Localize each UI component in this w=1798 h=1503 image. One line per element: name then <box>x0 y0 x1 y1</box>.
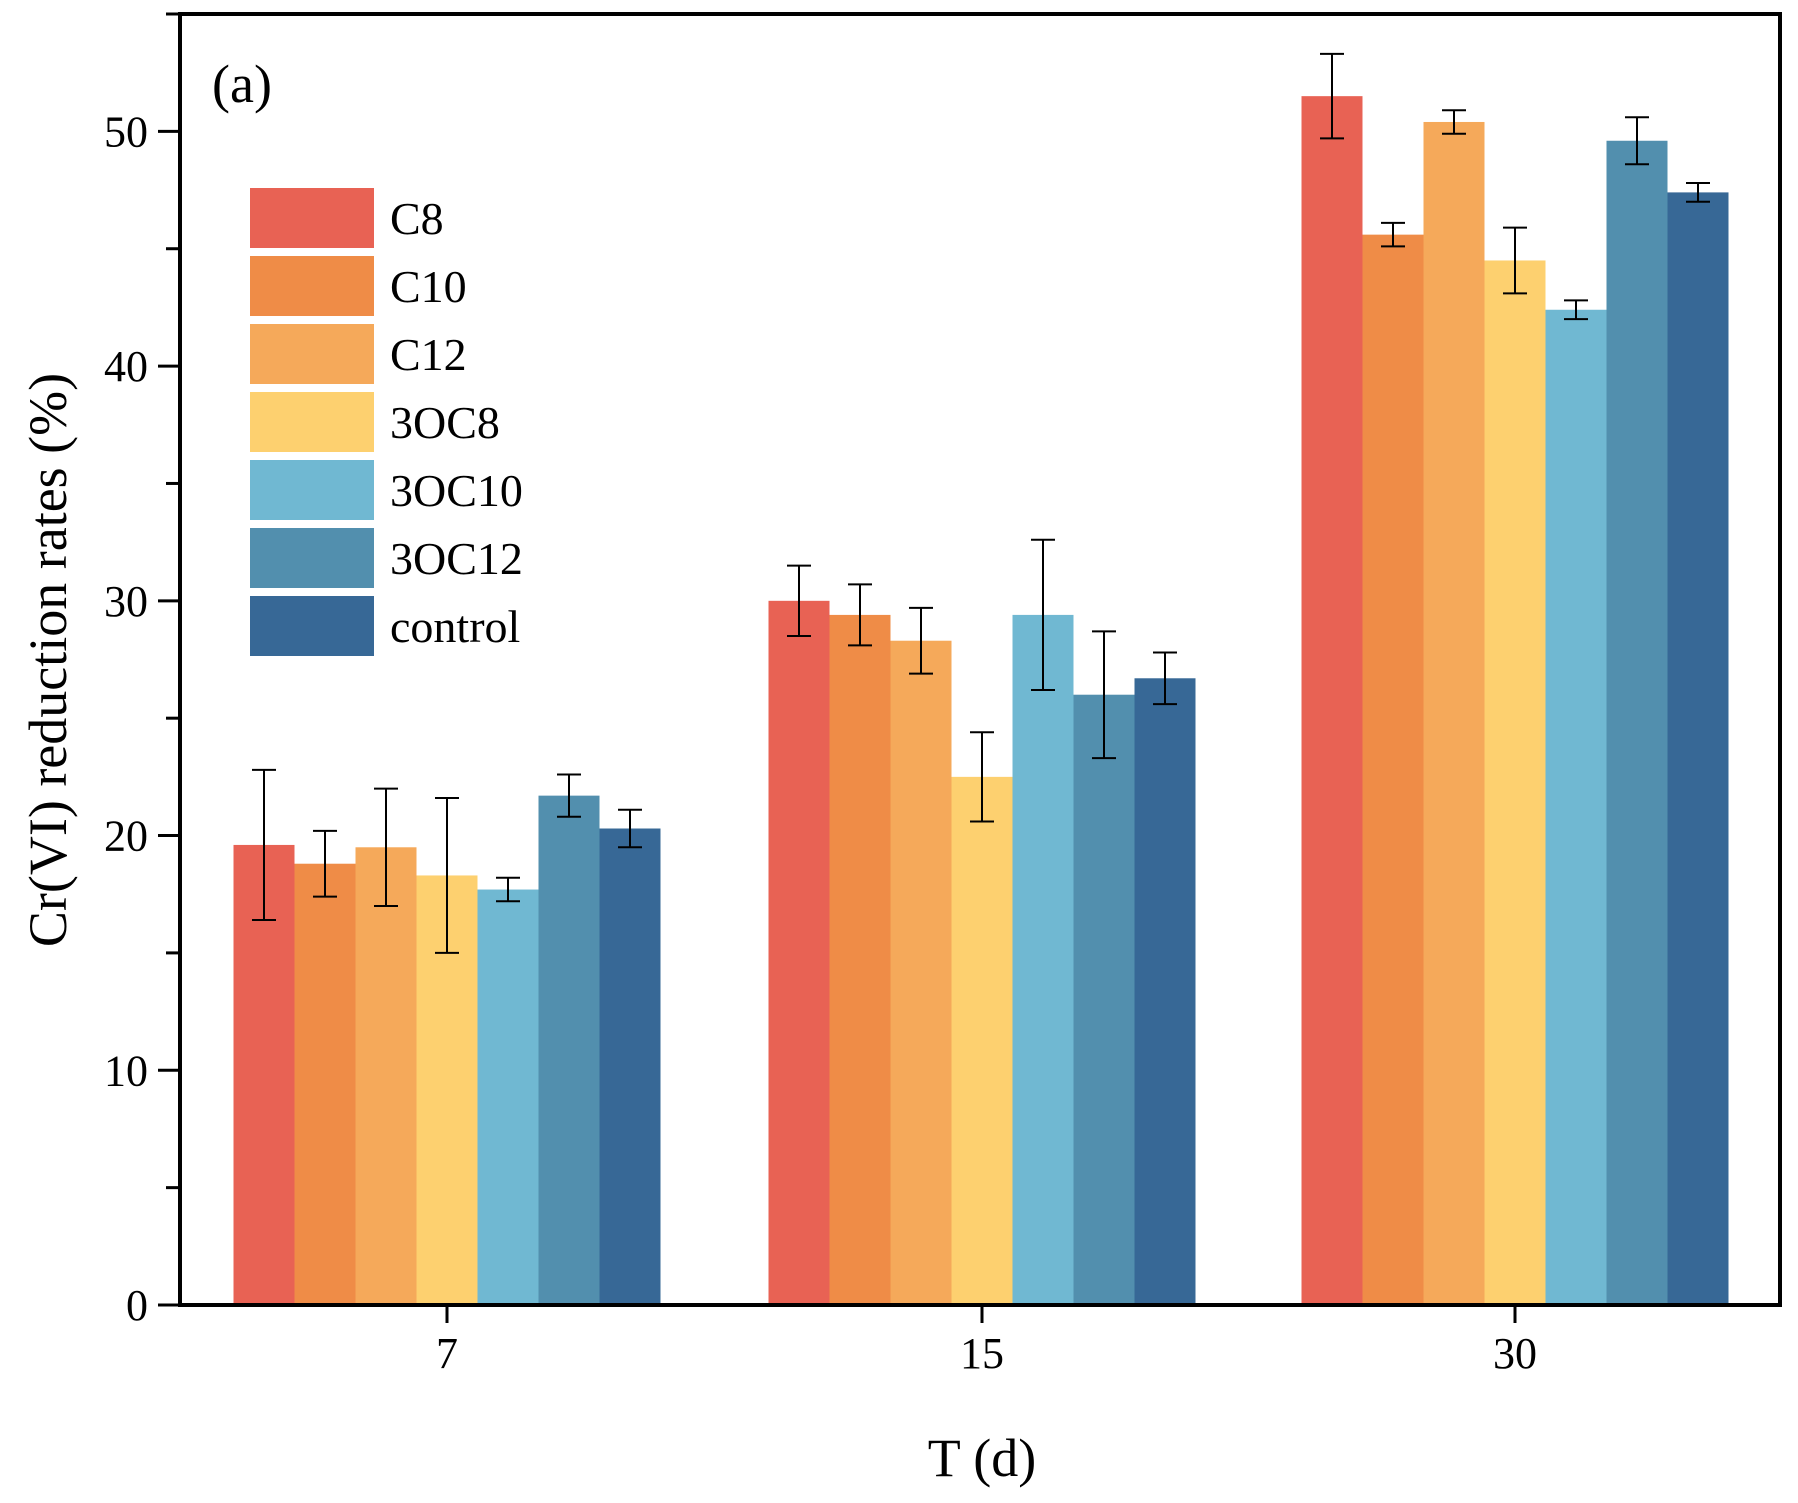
bar-C8-15 <box>768 600 830 1305</box>
error-bar-C8-30 <box>1320 52 1344 140</box>
axes-layer <box>158 12 1782 1323</box>
legend-entry-3OC12: 3OC12 <box>250 528 523 588</box>
bar-C10-7 <box>294 863 356 1305</box>
bar-C8-30 <box>1301 96 1363 1306</box>
legend-swatch <box>250 460 374 520</box>
bar-3OC12-15 <box>1073 694 1135 1305</box>
error-bar-3OC12-15 <box>1092 630 1116 760</box>
error-bar-C12-15 <box>909 606 933 675</box>
bar-3OC8-30 <box>1484 260 1546 1305</box>
legend-swatch <box>250 392 374 452</box>
legend-entry-control: control <box>250 596 520 656</box>
error-bar-control-30 <box>1686 182 1710 203</box>
y-tick-label: 40 <box>104 342 148 391</box>
error-bar-3OC10-7 <box>496 876 520 903</box>
y-tick-label: 10 <box>104 1046 148 1095</box>
error-bar-C10-30 <box>1381 221 1405 248</box>
bar-C12-15 <box>890 640 952 1305</box>
bar-control-30 <box>1667 192 1729 1306</box>
bar-3OC10-7 <box>477 889 539 1305</box>
legend-swatch <box>250 596 374 656</box>
bar-3OC10-15 <box>1012 614 1074 1305</box>
y-tick-label: 20 <box>104 812 148 861</box>
error-bar-3OC10-15 <box>1031 538 1055 692</box>
error-bar-3OC10-30 <box>1564 299 1588 321</box>
bar-3OC12-30 <box>1606 140 1668 1306</box>
error-bar-3OC8-7 <box>435 796 459 954</box>
y-tick-label: 50 <box>104 107 148 156</box>
legend-label: 3OC8 <box>390 397 500 448</box>
x-axis-title: T (d) <box>928 1428 1036 1488</box>
bar-C12-30 <box>1423 121 1485 1305</box>
bars-layer <box>233 96 1729 1306</box>
tick-labels-layer: 0 10 20 30 40 50 7 15 30 <box>104 107 1537 1378</box>
error-bar-3OC12-7 <box>557 773 581 818</box>
error-bar-3OC8-30 <box>1503 226 1527 295</box>
bar-C8-7 <box>233 844 295 1305</box>
bar-C12-7 <box>355 847 417 1305</box>
x-tick-label: 7 <box>436 1329 458 1378</box>
y-axis-title: Cr(VI) reduction rates (%) <box>18 373 78 947</box>
legend-label: control <box>390 601 520 652</box>
bar-control-7 <box>599 828 661 1305</box>
legend-entry-C12: C12 <box>250 324 467 384</box>
legend-swatch <box>250 324 374 384</box>
error-bar-C8-7 <box>252 768 276 922</box>
legend-label: 3OC12 <box>390 533 523 584</box>
error-bar-control-15 <box>1153 651 1177 706</box>
legend: C8 C10 C12 3OC8 3OC10 3OC12 control <box>250 188 523 656</box>
bar-3OC12-7 <box>538 795 600 1305</box>
y-tick-label: 0 <box>126 1281 148 1330</box>
x-tick-label: 30 <box>1493 1329 1537 1378</box>
x-tick-label: 15 <box>960 1329 1004 1378</box>
legend-swatch <box>250 256 374 316</box>
error-bars-layer <box>252 52 1710 954</box>
error-bar-C12-30 <box>1442 109 1466 135</box>
bar-C10-30 <box>1362 234 1424 1305</box>
error-bar-C12-7 <box>374 787 398 907</box>
legend-swatch <box>250 188 374 248</box>
legend-entry-3OC10: 3OC10 <box>250 460 523 520</box>
error-bar-control-7 <box>618 808 642 849</box>
bar-C10-15 <box>829 614 891 1305</box>
plot-frame <box>178 12 1782 1307</box>
y-tick-label: 30 <box>104 577 148 626</box>
error-bar-C10-15 <box>848 583 872 647</box>
panel-label: (a) <box>212 54 272 114</box>
legend-entry-C8: C8 <box>250 188 444 248</box>
legend-swatch <box>250 528 374 588</box>
legend-entry-C10: C10 <box>250 256 467 316</box>
error-bar-C10-7 <box>313 829 337 898</box>
legend-label: C12 <box>390 329 467 380</box>
legend-label: C10 <box>390 261 467 312</box>
legend-label: C8 <box>390 193 444 244</box>
legend-entry-3OC8: 3OC8 <box>250 392 500 452</box>
error-bar-3OC12-30 <box>1625 116 1649 166</box>
bar-3OC8-15 <box>951 776 1013 1305</box>
error-bar-C8-15 <box>787 564 811 638</box>
bar-control-15 <box>1134 678 1196 1305</box>
error-bar-3OC8-15 <box>970 731 994 823</box>
legend-label: 3OC10 <box>390 465 523 516</box>
bar-3OC10-30 <box>1545 309 1607 1306</box>
